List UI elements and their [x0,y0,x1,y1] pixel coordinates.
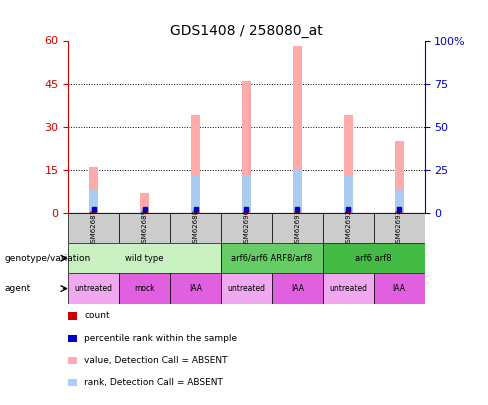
Bar [68,273,119,304]
Text: arf6/arf6 ARF8/arf8: arf6/arf6 ARF8/arf8 [231,254,312,263]
Text: genotype/variation: genotype/variation [5,254,91,263]
Bar [293,170,302,213]
Text: agent: agent [5,284,31,293]
Text: GSM62689: GSM62689 [142,209,148,247]
Bar [119,213,170,243]
Text: mock: mock [134,284,155,293]
Text: arf6 arf8: arf6 arf8 [355,254,392,263]
Bar [221,273,272,304]
Bar [374,213,425,243]
Bar [344,175,353,213]
Text: IAA: IAA [189,284,202,293]
Bar [272,213,323,243]
Bar [293,46,302,213]
Text: untreated: untreated [227,284,265,293]
Bar [68,243,221,273]
Bar [140,210,149,213]
Text: GSM62693: GSM62693 [396,209,402,247]
Text: IAA: IAA [393,284,406,293]
Text: GSM62691: GSM62691 [294,209,300,247]
Text: GSM62688: GSM62688 [193,209,199,247]
Bar [374,273,425,304]
Bar [191,115,200,213]
Text: percentile rank within the sample: percentile rank within the sample [84,334,238,343]
Text: GSM62690: GSM62690 [244,209,249,247]
Bar [242,175,251,213]
Bar [323,243,425,273]
Text: count: count [84,311,110,320]
Text: value, Detection Call = ABSENT: value, Detection Call = ABSENT [84,356,228,365]
Bar [140,192,149,213]
Bar [170,273,221,304]
Bar [170,213,221,243]
Text: untreated: untreated [75,284,113,293]
Bar [394,141,404,213]
Bar [323,273,374,304]
Text: wild type: wild type [125,254,164,263]
Bar [221,213,272,243]
Bar [394,190,404,213]
Bar [68,213,119,243]
Bar [89,190,99,213]
Bar [242,81,251,213]
Bar [272,273,323,304]
Bar [191,175,200,213]
Bar [344,115,353,213]
Text: rank, Detection Call = ABSENT: rank, Detection Call = ABSENT [84,378,224,387]
Title: GDS1408 / 258080_at: GDS1408 / 258080_at [170,24,323,38]
Text: IAA: IAA [291,284,304,293]
Bar [119,273,170,304]
Bar [221,243,323,273]
Text: untreated: untreated [329,284,367,293]
Bar [89,167,99,213]
Text: GSM62687: GSM62687 [91,209,97,247]
Bar [323,213,374,243]
Text: GSM62692: GSM62692 [345,209,351,247]
